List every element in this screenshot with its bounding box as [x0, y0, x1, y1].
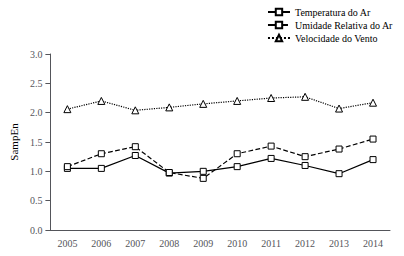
svg-text:Velocidade do Vento: Velocidade do Vento: [295, 33, 378, 44]
svg-text:0.0: 0.0: [30, 225, 43, 236]
svg-text:2007: 2007: [125, 238, 145, 249]
svg-text:Temperatura do Ar: Temperatura do Ar: [295, 7, 371, 18]
svg-text:2.5: 2.5: [30, 78, 43, 89]
svg-text:2.0: 2.0: [30, 107, 43, 118]
svg-text:2013: 2013: [329, 238, 349, 249]
svg-text:2010: 2010: [227, 238, 247, 249]
svg-text:SampEn: SampEn: [8, 123, 20, 161]
svg-text:2012: 2012: [295, 238, 315, 249]
svg-text:0.5: 0.5: [30, 195, 43, 206]
svg-text:3.0: 3.0: [30, 49, 43, 60]
svg-text:2008: 2008: [159, 238, 179, 249]
svg-text:2005: 2005: [57, 238, 77, 249]
svg-text:1.5: 1.5: [30, 137, 43, 148]
svg-text:1.0: 1.0: [30, 166, 43, 177]
svg-text:Umidade Relativa do Ar: Umidade Relativa do Ar: [295, 20, 393, 31]
svg-text:2009: 2009: [193, 238, 213, 249]
svg-text:2011: 2011: [261, 238, 281, 249]
svg-text:2014: 2014: [363, 238, 383, 249]
svg-text:2006: 2006: [91, 238, 111, 249]
